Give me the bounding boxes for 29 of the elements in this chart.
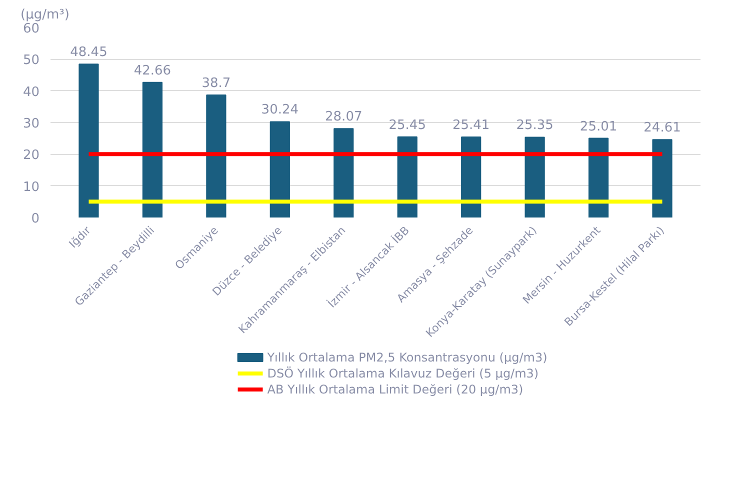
y-tick-label: 30 — [22, 116, 40, 132]
y-tick-label: 60 — [22, 22, 40, 36]
legend-label: Yıllık Ortalama PM2,5 Konsantrasyonu (µg/m3) — [266, 350, 548, 364]
legend-label: DSÖ Yıllık Ortalama Kılavuz Değeri (5 µg/m3) — [267, 366, 539, 380]
data-label: 25.45 — [388, 118, 426, 133]
data-label: 25.35 — [516, 118, 554, 134]
y-tick-label: 0 — [31, 212, 40, 226]
bar — [397, 136, 418, 218]
bar — [334, 128, 354, 218]
y-tick-label: 40 — [22, 84, 40, 100]
legend-label: AB Yıllık Ortalama Limit Değeri (20 µg/m3) — [267, 382, 524, 396]
y-axis-title: (µg/m³) — [20, 8, 70, 22]
bar — [206, 94, 226, 218]
data-label: 24.61 — [644, 120, 681, 136]
y-tick-label: 20 — [22, 148, 40, 164]
data-label: 28.07 — [325, 110, 362, 125]
bar — [461, 136, 482, 218]
bar — [78, 64, 99, 218]
y-tick-label: 10 — [22, 180, 40, 195]
data-label: 30.24 — [261, 102, 299, 118]
data-label: 25.41 — [452, 118, 490, 134]
data-label: 25.01 — [580, 119, 618, 134]
data-label: 42.66 — [134, 63, 172, 78]
bar — [142, 82, 163, 218]
y-tick-label: 50 — [22, 53, 40, 68]
data-label: 38.7 — [202, 76, 231, 91]
bar — [652, 139, 672, 218]
bar — [270, 121, 290, 218]
data-label: 48.45 — [70, 45, 108, 60]
